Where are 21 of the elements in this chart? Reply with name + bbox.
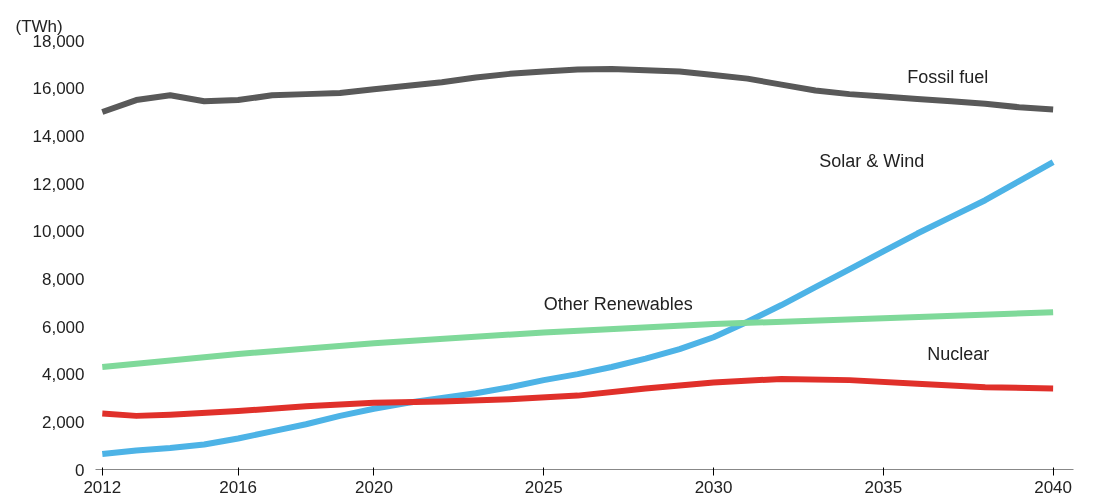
series-label: Nuclear [927,343,990,364]
y-tick-label: 8,000 [41,269,85,289]
x-tick-label: 2030 [694,477,733,497]
x-tick-label: 2012 [83,477,122,497]
y-tick-label: 6,000 [41,317,85,337]
x-tick-label: 2016 [219,477,258,497]
y-tick-label: 12,000 [32,174,85,194]
x-tick-label: 2025 [524,477,563,497]
y-tick-label: 4,000 [41,365,85,385]
y-tick-label: 2,000 [41,412,85,432]
y-tick-label: 10,000 [32,222,85,242]
y-tick-label: 14,000 [32,126,85,146]
y-tick-label: 16,000 [32,79,85,99]
x-tick-label: 2035 [864,477,903,497]
y-axis-title: (TWh) [15,16,63,36]
x-tick-label: 2020 [355,477,393,497]
series-label: Fossil fuel [907,66,989,87]
x-tick-label: 2040 [1034,477,1073,497]
series-label: Other Renewables [543,294,693,315]
y-tick-label: 0 [75,460,85,480]
text: Solar & Wind [819,151,925,172]
